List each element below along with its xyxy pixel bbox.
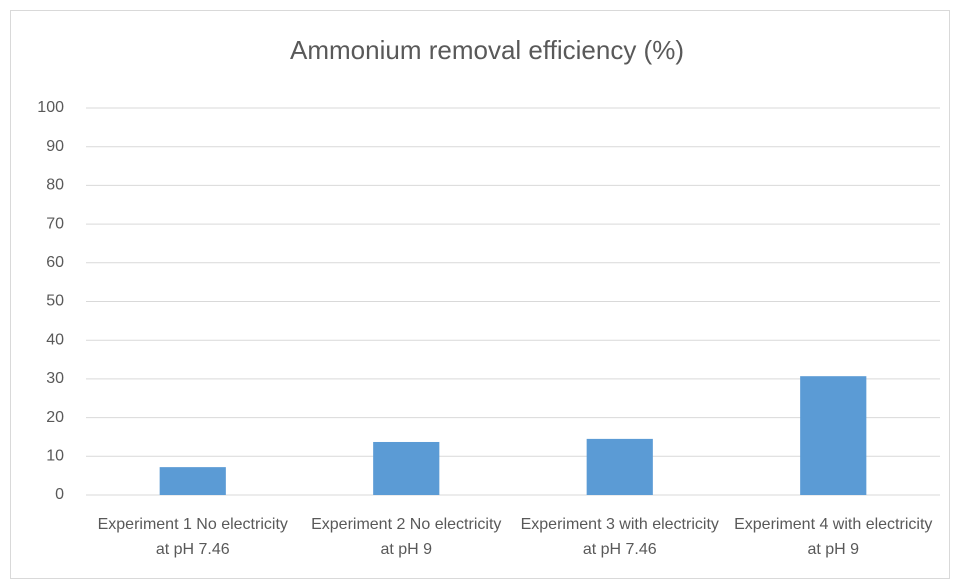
y-tick-label: 70 xyxy=(46,215,64,232)
y-tick-label: 30 xyxy=(46,370,64,387)
y-tick-label: 50 xyxy=(46,293,64,310)
y-tick-label: 90 xyxy=(46,138,64,155)
y-tick-label: 100 xyxy=(37,99,64,116)
y-tick-label: 80 xyxy=(46,177,64,194)
y-tick-label: 20 xyxy=(46,409,64,426)
x-tick-label: Experiment 2 No electricity at pH 9 xyxy=(311,516,502,558)
bar xyxy=(159,467,226,495)
bar xyxy=(800,376,867,495)
y-tick-label: 60 xyxy=(46,254,64,271)
bar xyxy=(586,438,653,495)
y-tick-label: 10 xyxy=(46,448,64,465)
x-tick-label: Experiment 3 with electricity at pH 7.46 xyxy=(520,516,719,558)
x-tick-label: Experiment 1 No electricity at pH 7.46 xyxy=(97,516,288,558)
bar xyxy=(373,441,440,495)
y-tick-label: 0 xyxy=(55,486,64,503)
x-tick-label: Experiment 4 with electricity at pH 9 xyxy=(734,516,933,558)
chart-title: Ammonium removal efficiency (%) xyxy=(290,35,684,65)
y-tick-label: 40 xyxy=(46,331,64,348)
